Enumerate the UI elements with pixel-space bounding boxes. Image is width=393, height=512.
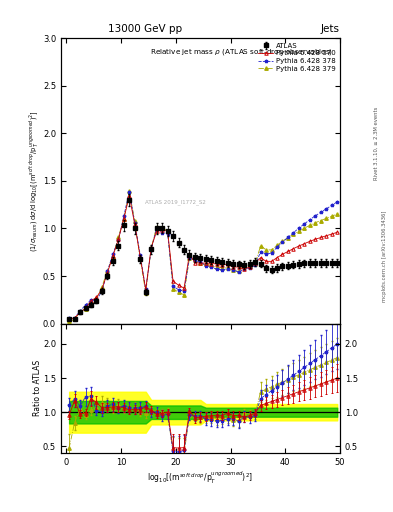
X-axis label: log$_{10}$[(m$^{soft\ drop}$/p$_T^{ungroomed}$)$^2$]: log$_{10}$[(m$^{soft\ drop}$/p$_T^{ungro… <box>147 470 253 486</box>
Text: mcplots.cern.ch [arXiv:1306.3436]: mcplots.cern.ch [arXiv:1306.3436] <box>382 210 387 302</box>
Text: Jets: Jets <box>321 24 340 34</box>
Y-axis label: Ratio to ATLAS: Ratio to ATLAS <box>33 360 42 416</box>
Y-axis label: $(1/\sigma_{resum})$ d$\sigma$/d log$_{10}$[(m$^{soft\ drop}$/p$_T^{ungroomed}$): $(1/\sigma_{resum})$ d$\sigma$/d log$_{1… <box>28 110 41 252</box>
Legend: ATLAS, Pythia 6.428 370, Pythia 6.428 378, Pythia 6.428 379: ATLAS, Pythia 6.428 370, Pythia 6.428 37… <box>256 40 338 74</box>
Text: Relative jet mass $\rho$ (ATLAS soft-drop observables): Relative jet mass $\rho$ (ATLAS soft-dro… <box>150 47 333 57</box>
Text: 13000 GeV pp: 13000 GeV pp <box>108 24 182 34</box>
Text: ATLAS 2019_I1772_S2: ATLAS 2019_I1772_S2 <box>145 200 206 205</box>
Text: Rivet 3.1.10, ≥ 2.3M events: Rivet 3.1.10, ≥ 2.3M events <box>374 106 379 180</box>
